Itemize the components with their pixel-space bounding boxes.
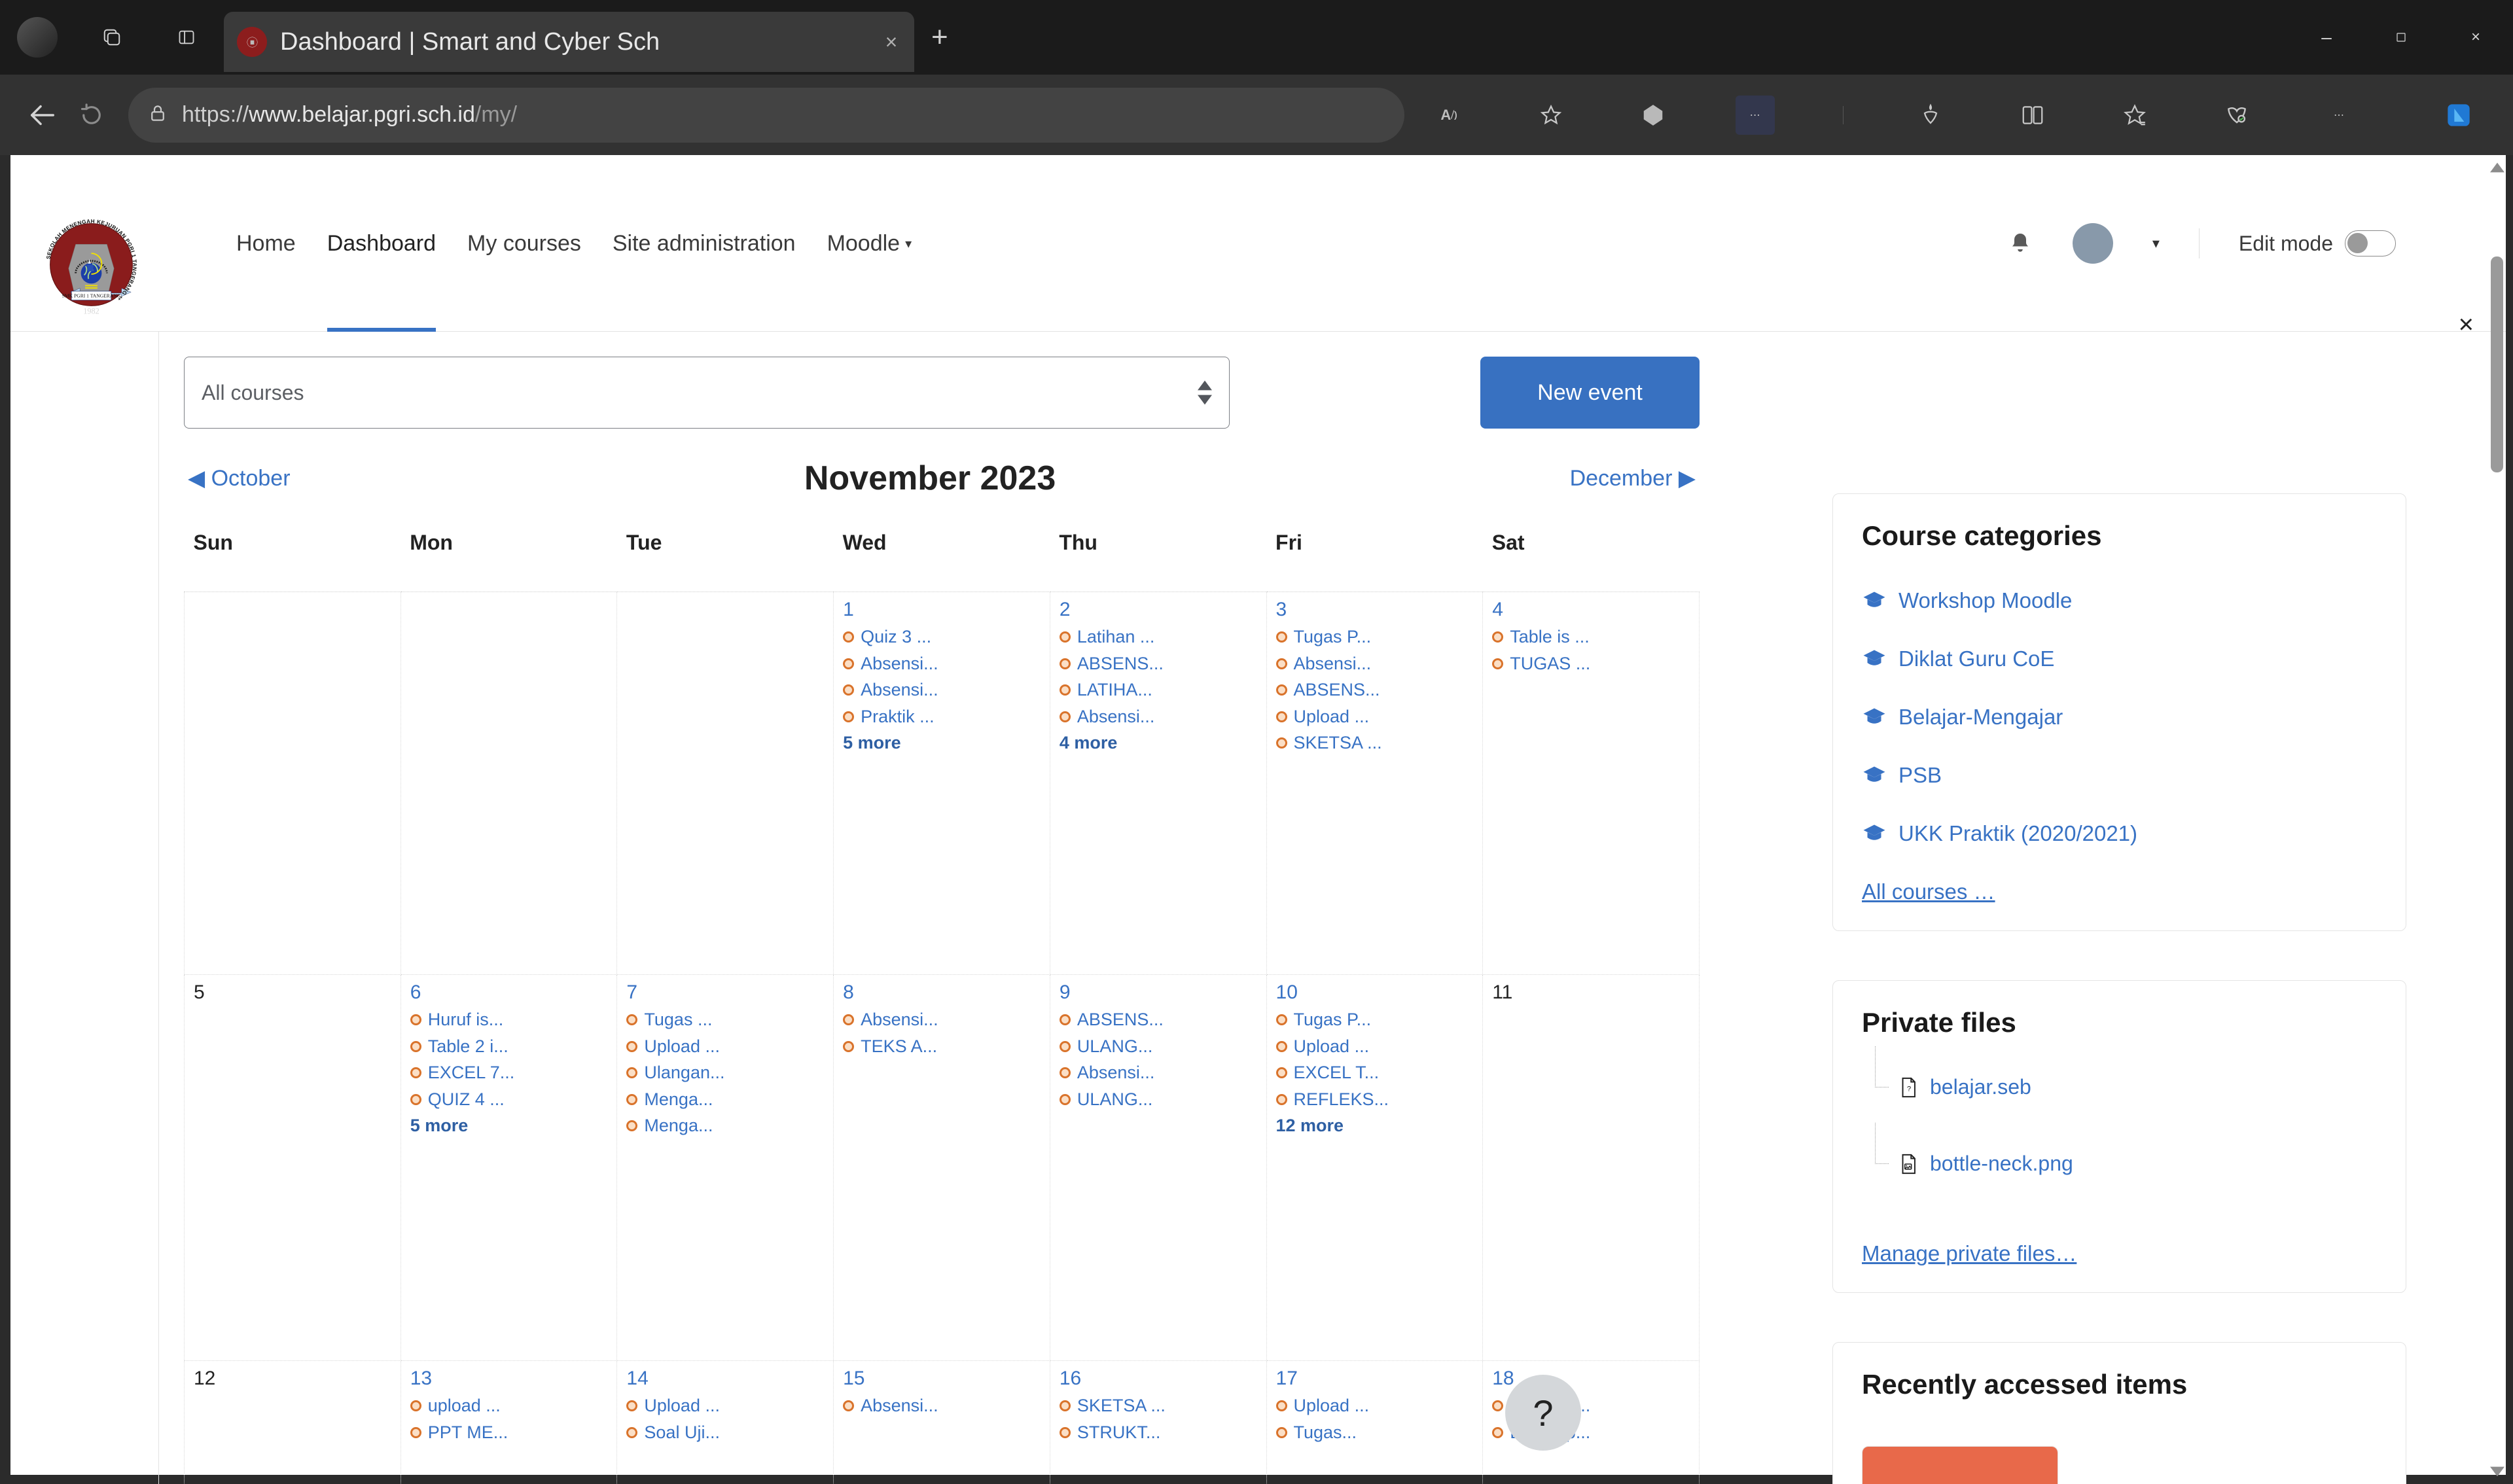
svg-text:SMK PGRI 1 TANGERANG: SMK PGRI 1 TANGERANG	[62, 292, 121, 298]
svg-text:?: ?	[1907, 1085, 1911, 1093]
svg-text:1982: 1982	[83, 307, 99, 316]
